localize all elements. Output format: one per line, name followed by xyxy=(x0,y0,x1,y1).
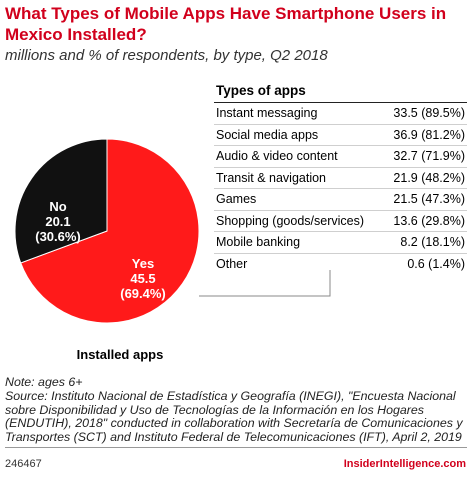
table-row: Shopping (goods/services) 13.6 (29.8%) xyxy=(214,211,467,232)
app-type-value: 0.6 (1.4%) xyxy=(407,256,465,271)
app-type-label: Other xyxy=(216,256,248,271)
app-type-value: 8.2 (18.1%) xyxy=(400,235,465,249)
table-row: Instant messaging 33.5 (89.5%) xyxy=(214,103,467,125)
pie-slice-no xyxy=(14,138,108,264)
app-type-label: Instant messaging xyxy=(216,106,318,120)
table-body: Instant messaging 33.5 (89.5%) Social medi… xyxy=(214,103,467,274)
table-row: Mobile banking 8.2 (18.1%) xyxy=(214,232,467,254)
chart-title: What Types of Mobile Apps Have Smartphon… xyxy=(5,4,447,44)
app-type-value: 21.9 (48.2%) xyxy=(393,170,465,185)
note-text: Note: ages 6+ xyxy=(5,375,83,389)
chart-id: 246467 xyxy=(5,458,42,470)
table-header: Types of apps xyxy=(214,80,467,103)
table-row: Social media apps 36.9 (81.2%) xyxy=(214,125,467,146)
table-row: Transit & navigation 21.9 (48.2%) xyxy=(214,168,467,189)
pie-title: Installed apps xyxy=(77,347,164,362)
source-text: Source: Instituto Nacional de Estadístic… xyxy=(5,388,463,445)
app-type-value: 33.5 (89.5%) xyxy=(393,106,465,120)
pie-label-no: No 20.1 (30.6%) xyxy=(35,199,81,244)
types-of-apps-table: Types of apps Instant messaging 33.5 (89.… xyxy=(214,80,467,274)
brand-link[interactable]: InsiderIntelligence.com xyxy=(343,458,466,470)
pie-slice-yes xyxy=(20,138,200,324)
app-type-value: 13.6 (29.8%) xyxy=(393,213,465,228)
table-row: Other 0.6 (1.4%) xyxy=(214,254,467,275)
pie-label-yes: Yes 45.5 (69.4%) xyxy=(120,256,166,301)
app-type-value: 32.7 (71.9%) xyxy=(393,149,465,163)
table-row: Audio & video content 32.7 (71.9%) xyxy=(214,146,467,168)
app-type-label: Shopping (goods/services) xyxy=(216,213,364,228)
chart-subtitle: millions and % of respondents, by type, … xyxy=(5,47,328,64)
installed-apps-pie-chart: Yes 45.5 (69.4%) No 20.1 (30.6%) Installed app… xyxy=(14,138,200,362)
app-type-value: 36.9 (81.2%) xyxy=(393,127,465,142)
app-type-label: Social media apps xyxy=(216,127,319,142)
notes: Note: ages 6+ Source: Instituto Nacional… xyxy=(5,375,467,445)
app-type-label: Transit & navigation xyxy=(216,170,327,185)
app-type-label: Games xyxy=(216,192,257,206)
app-type-label: Mobile banking xyxy=(216,235,301,249)
app-type-label: Audio & video content xyxy=(216,149,338,163)
footer-divider xyxy=(5,447,467,448)
app-type-value: 21.5 (47.3%) xyxy=(393,192,465,206)
table-row: Games 21.5 (47.3%) xyxy=(214,189,467,211)
